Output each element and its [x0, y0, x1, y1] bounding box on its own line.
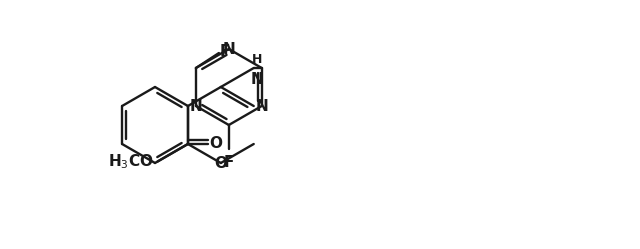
Text: O: O	[214, 155, 227, 171]
Text: H$_3$CO: H$_3$CO	[108, 152, 154, 171]
Text: O: O	[209, 136, 223, 151]
Text: N: N	[250, 72, 263, 87]
Text: N: N	[255, 99, 268, 114]
Text: F: F	[223, 155, 234, 170]
Text: N: N	[223, 42, 235, 57]
Text: H: H	[252, 53, 262, 66]
Text: F: F	[220, 44, 230, 59]
Text: N: N	[189, 99, 202, 114]
